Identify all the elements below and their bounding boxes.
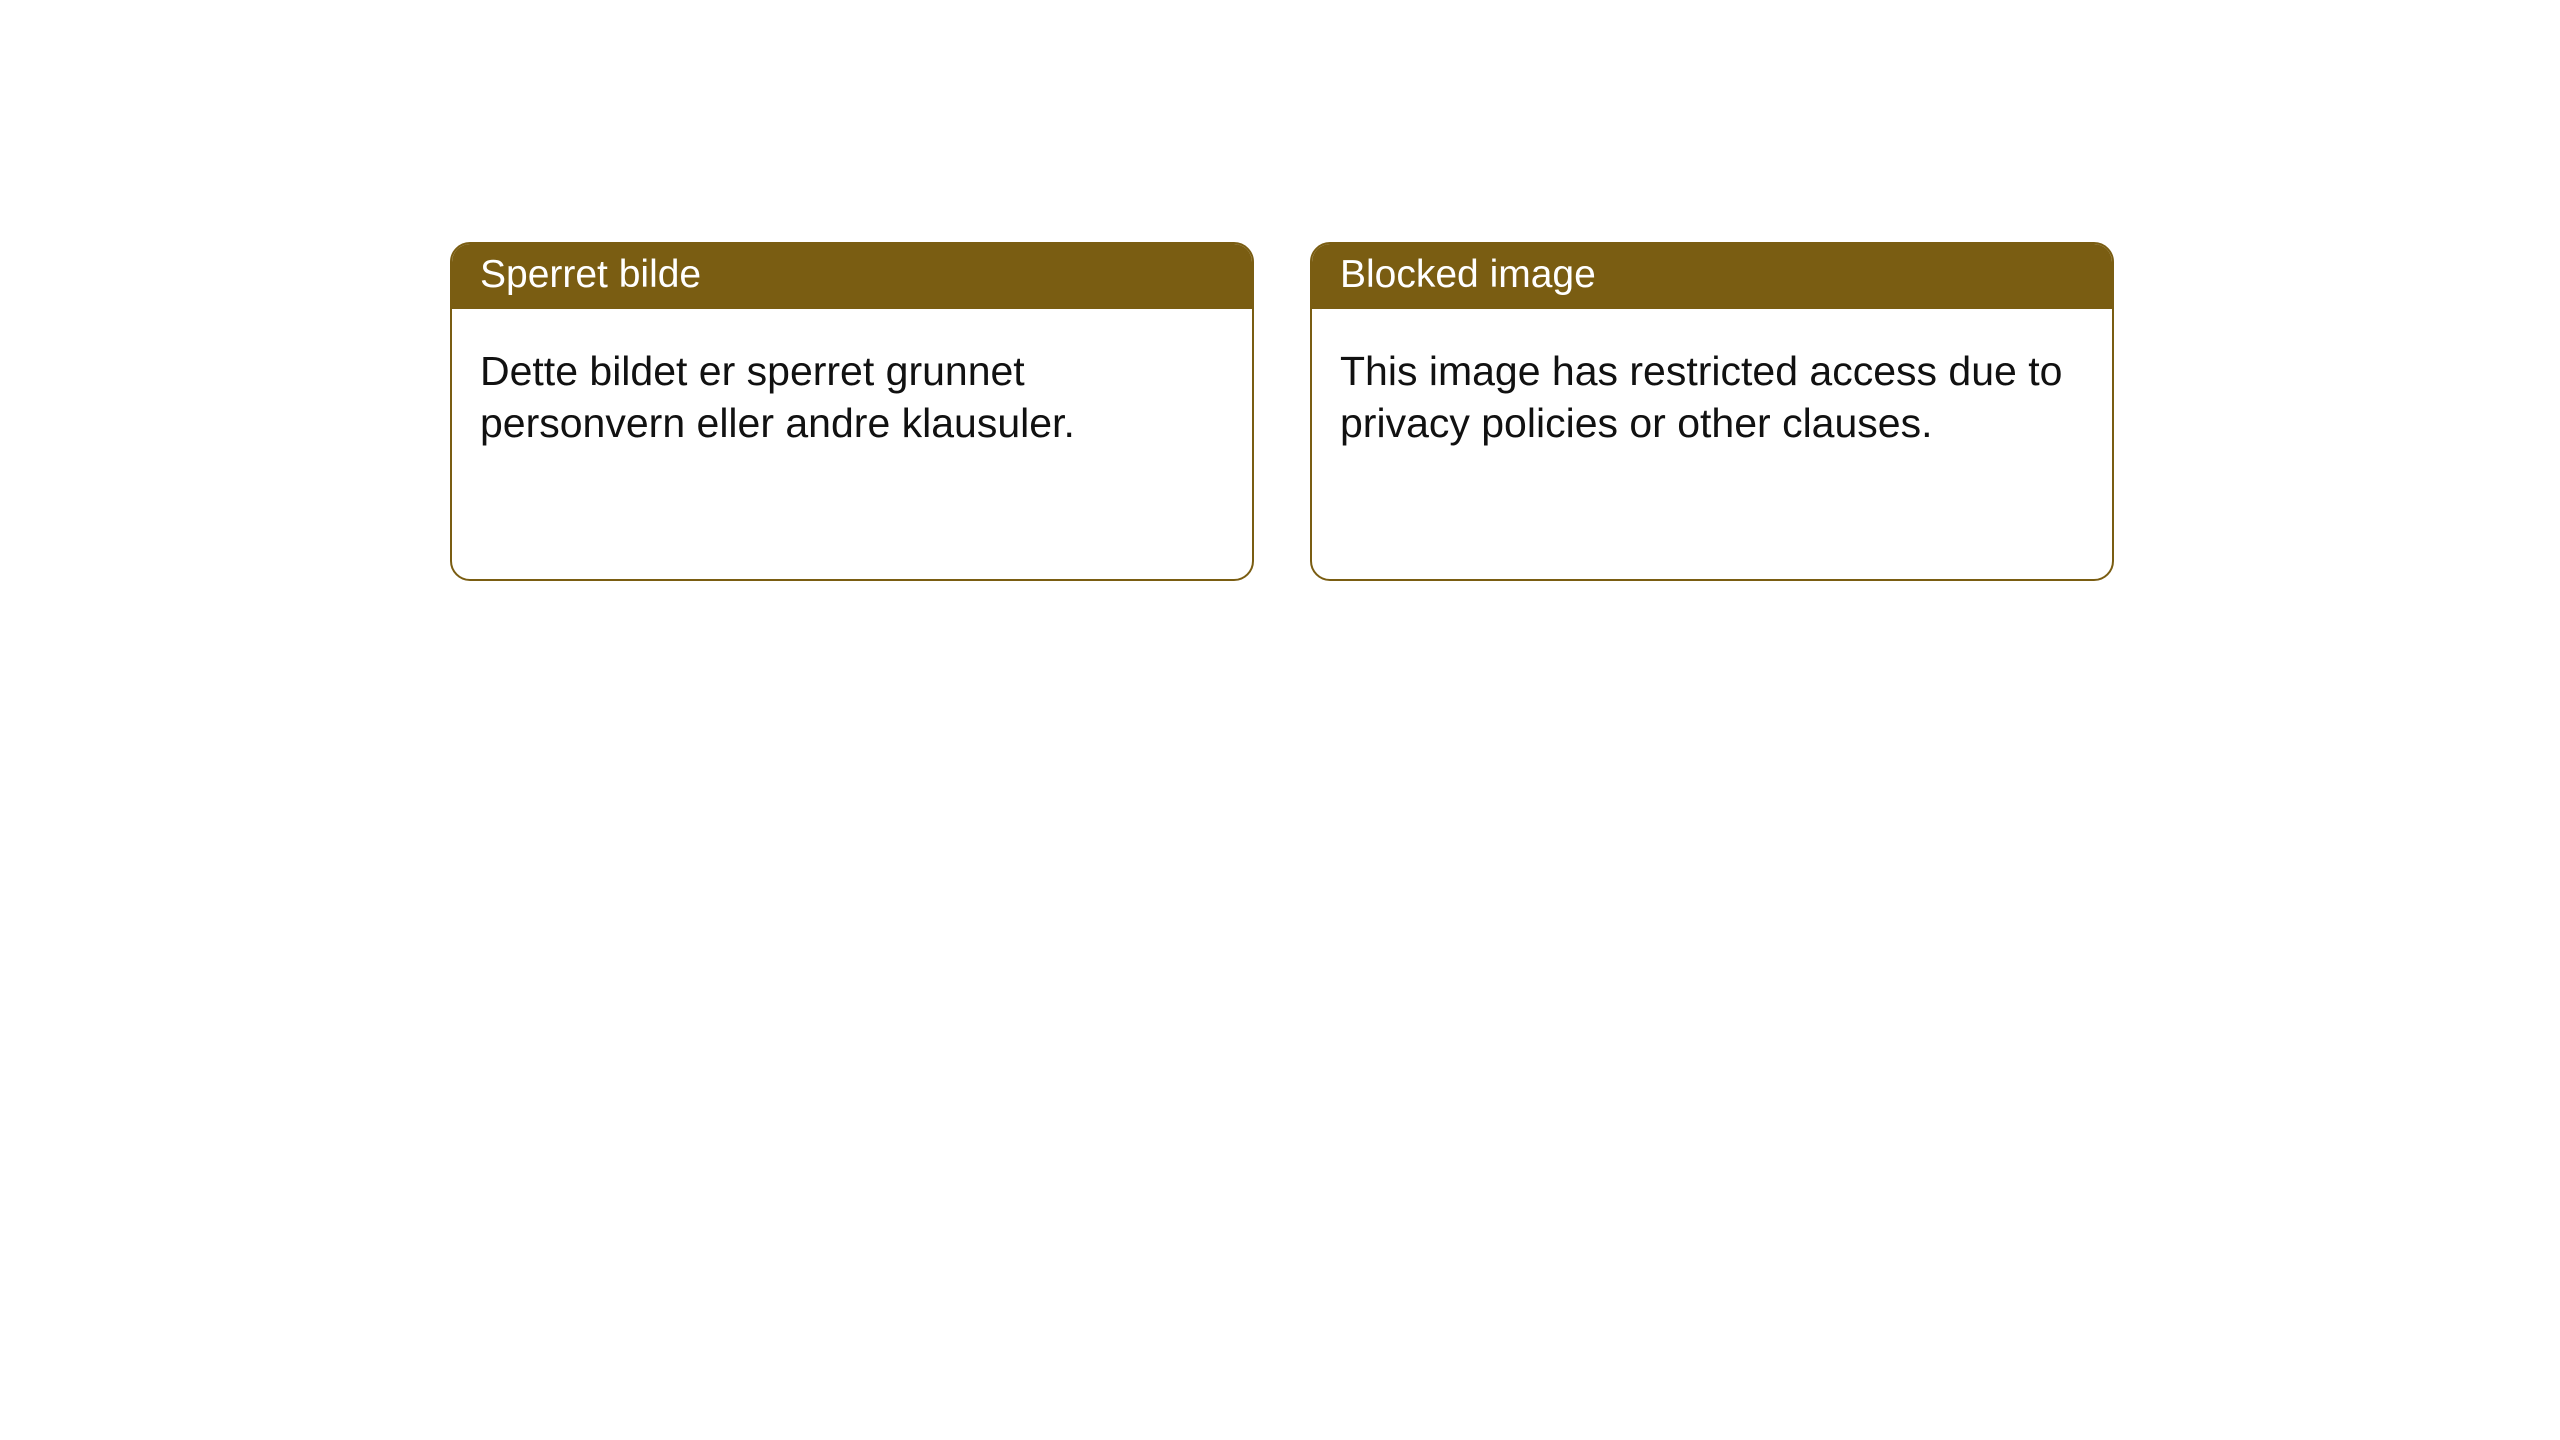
notice-container: Sperret bilde Dette bildet er sperret gr… bbox=[0, 0, 2560, 581]
notice-card-norwegian: Sperret bilde Dette bildet er sperret gr… bbox=[450, 242, 1254, 581]
notice-card-english: Blocked image This image has restricted … bbox=[1310, 242, 2114, 581]
notice-body: Dette bildet er sperret grunnet personve… bbox=[452, 309, 1252, 579]
notice-header: Blocked image bbox=[1312, 244, 2112, 309]
notice-header: Sperret bilde bbox=[452, 244, 1252, 309]
notice-body: This image has restricted access due to … bbox=[1312, 309, 2112, 579]
